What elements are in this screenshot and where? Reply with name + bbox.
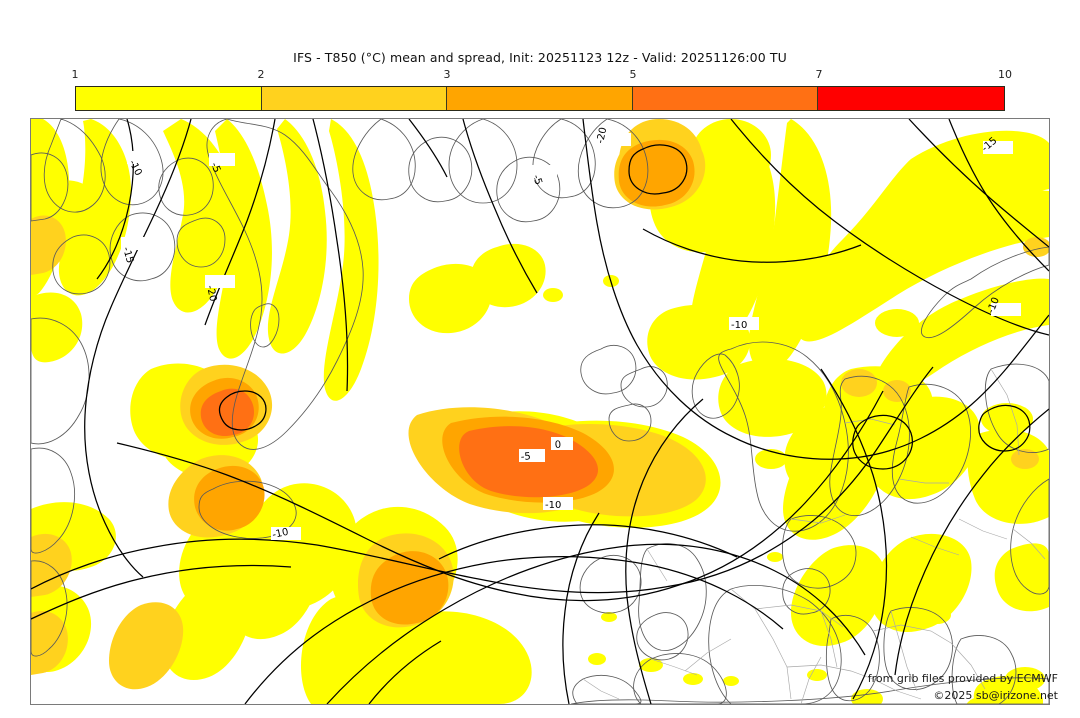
colorbar-tick-label-7: 7 [815,68,823,81]
colorbar-tick-label-3: 3 [443,68,451,81]
data-source-credit: from grib files provided by ECMWF [867,672,1058,685]
colorbar: 1 2 3 5 7 10 [72,68,1013,111]
colorbar-segment-5 [818,87,1004,110]
colorbar-segment-1 [76,87,262,110]
map-canvas: 0 -5 -10 -10 [31,119,1049,704]
copyright-credit: ©2025 sb@irizone.net [933,689,1058,702]
svg-text:-10: -10 [731,320,747,331]
coastline-layer [31,119,1049,704]
map-plot-area: 0 -5 -10 -10 [30,118,1050,705]
colorbar-segment-3 [447,87,633,110]
svg-text:0: 0 [554,440,561,451]
svg-text:-15: -15 [120,246,135,265]
svg-text:-20: -20 [595,126,609,144]
svg-text:-5: -5 [520,451,531,463]
svg-text:-10: -10 [545,500,561,511]
page-title: IFS - T850 (°C) mean and spread, Init: 2… [293,50,787,65]
spread-shading-layer [31,119,1049,704]
colorbar-gradient [75,86,1005,111]
colorbar-tick-label-5: 5 [629,68,637,81]
colorbar-tick-label-10: 10 [998,68,1012,81]
colorbar-segment-4 [632,87,819,110]
svg-text:-20: -20 [204,284,218,302]
svg-text:-5: -5 [530,174,544,187]
svg-text:-5: -5 [208,161,222,174]
colorbar-tick-label-1: 1 [71,68,79,81]
colorbar-tick-label-2: 2 [257,68,265,81]
svg-text:-10: -10 [271,527,289,541]
colorbar-segment-2 [261,87,448,110]
contour-layer [31,119,1049,704]
colorbar-ticks: 1 2 3 5 7 10 [72,68,1013,111]
